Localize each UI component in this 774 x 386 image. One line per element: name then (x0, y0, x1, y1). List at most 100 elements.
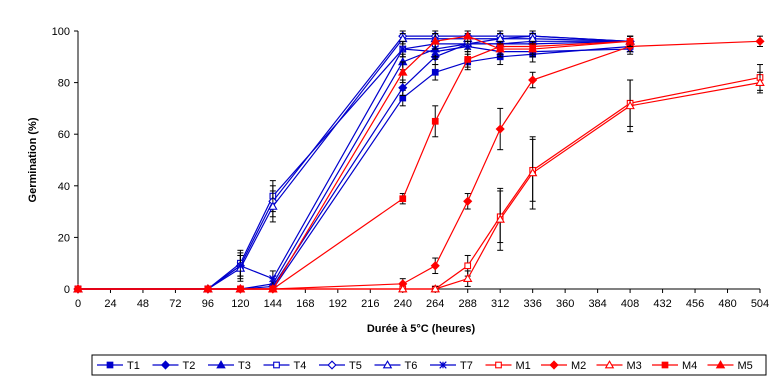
data-point-m2 (528, 75, 538, 85)
x-tick-label: 336 (523, 298, 541, 310)
legend-item-t1: T1 (97, 360, 140, 372)
x-tick-label: 360 (556, 298, 574, 310)
series-line-t7 (78, 45, 631, 290)
legend-marker-t6 (382, 360, 393, 369)
data-point-t1 (431, 68, 439, 76)
legend-item-m3: M3 (596, 360, 642, 372)
legend-item-t6: T6 (374, 360, 418, 372)
x-tick-label: 408 (621, 298, 639, 310)
data-point-m4 (399, 195, 407, 203)
data-point-m5 (73, 284, 83, 293)
x-tick-label: 72 (169, 298, 181, 310)
data-point-m3 (430, 284, 440, 293)
legend-label-t1: T1 (127, 360, 140, 372)
data-point-m1 (464, 262, 472, 270)
x-tick-label: 264 (426, 298, 444, 310)
legend-marker-t4 (273, 361, 280, 369)
x-tick-label: 192 (329, 298, 347, 310)
x-tick-label: 288 (459, 298, 477, 310)
x-tick-label: 96 (202, 298, 214, 310)
data-point-t2 (398, 83, 408, 93)
legend-marker-t7 (439, 361, 447, 369)
data-point-m5 (625, 36, 635, 45)
data-point-t7 (399, 45, 407, 53)
data-point-m5 (430, 36, 440, 45)
series-m5 (73, 30, 635, 293)
data-point-m5 (527, 44, 538, 53)
legend-item-t4: T4 (263, 360, 307, 372)
legend-item-m2: M2 (541, 360, 586, 372)
legend-label-t6: T6 (405, 360, 418, 372)
data-point-m5 (462, 31, 473, 40)
data-point-m5 (268, 284, 278, 293)
x-axis-title: Durée à 5°C (heures) (367, 323, 476, 335)
data-point-m2 (463, 196, 473, 206)
data-point-t1 (399, 94, 407, 102)
y-axis-title: Germination (%) (27, 117, 39, 202)
legend-item-m1: M1 (485, 360, 531, 372)
legend-marker-t3 (216, 360, 226, 369)
legend-item-m4: M4 (652, 360, 697, 372)
legend-marker-t2 (160, 360, 171, 370)
x-tick-label: 0 (75, 298, 81, 310)
data-point-m2 (430, 261, 440, 271)
legend-label-t4: T4 (294, 360, 307, 372)
x-tick-label: 144 (264, 298, 282, 310)
legend: T1 T2 T3 T4 T5 T6 T7 M1 M2 M3 M4 M5 (91, 354, 767, 376)
legend-label-t3: T3 (238, 360, 251, 372)
legend-label-m2: M2 (571, 360, 586, 372)
x-tick-label: 168 (296, 298, 314, 310)
data-point-m3 (462, 273, 473, 283)
legend-item-t5: T5 (319, 360, 362, 372)
data-point-m2 (495, 124, 505, 134)
y-tick-label: 0 (64, 284, 70, 296)
x-tick-label: 480 (718, 298, 736, 310)
x-tick-label: 216 (361, 298, 379, 310)
series-line-t4 (78, 35, 631, 290)
legend-marker-t5 (327, 360, 337, 370)
data-point-m4 (464, 56, 472, 63)
legend-label-t7: T7 (460, 360, 473, 372)
data-point-t7 (463, 42, 472, 51)
y-tick-label: 100 (52, 26, 70, 38)
legend-marker-m1 (495, 361, 502, 369)
series-line-m5 (78, 35, 631, 290)
legend-label-m1: M1 (516, 360, 531, 372)
legend-item-t3: T3 (208, 360, 251, 372)
legend-marker-m3 (604, 360, 615, 369)
legend-label-m5: M5 (738, 360, 753, 372)
x-tick-label: 432 (653, 298, 671, 310)
legend-label-t5: T5 (349, 360, 362, 372)
legend-item-t7: T7 (430, 360, 473, 372)
legend-marker-t1 (106, 361, 114, 369)
data-point-m4 (431, 117, 439, 125)
legend-marker-m5 (715, 360, 726, 369)
series-line-t6 (78, 38, 631, 290)
data-point-m5 (203, 284, 213, 293)
data-point-t7 (431, 47, 439, 56)
data-point-m3 (625, 100, 635, 110)
data-point-m3 (527, 167, 538, 177)
data-point-m2 (755, 36, 765, 46)
x-tick-label: 240 (394, 298, 412, 310)
x-tick-label: 456 (686, 298, 704, 310)
data-point-m3 (495, 214, 505, 223)
data-point-t7 (269, 274, 277, 283)
y-tick-label: 60 (58, 129, 70, 141)
data-point-m3 (755, 77, 765, 86)
legend-box (91, 354, 767, 376)
data-point-m5 (398, 67, 408, 76)
legend-item-m5: M5 (707, 360, 753, 372)
legend-marker-m2 (549, 360, 559, 370)
x-tick-label: 384 (588, 298, 606, 310)
legend-marker-m4 (661, 361, 669, 369)
x-tick-label: 312 (491, 298, 509, 310)
data-point-t6 (268, 201, 278, 210)
data-point-m5 (235, 284, 246, 293)
legend-label-t2: T2 (183, 360, 196, 372)
data-point-t7 (236, 262, 245, 270)
series-layer (73, 30, 765, 294)
